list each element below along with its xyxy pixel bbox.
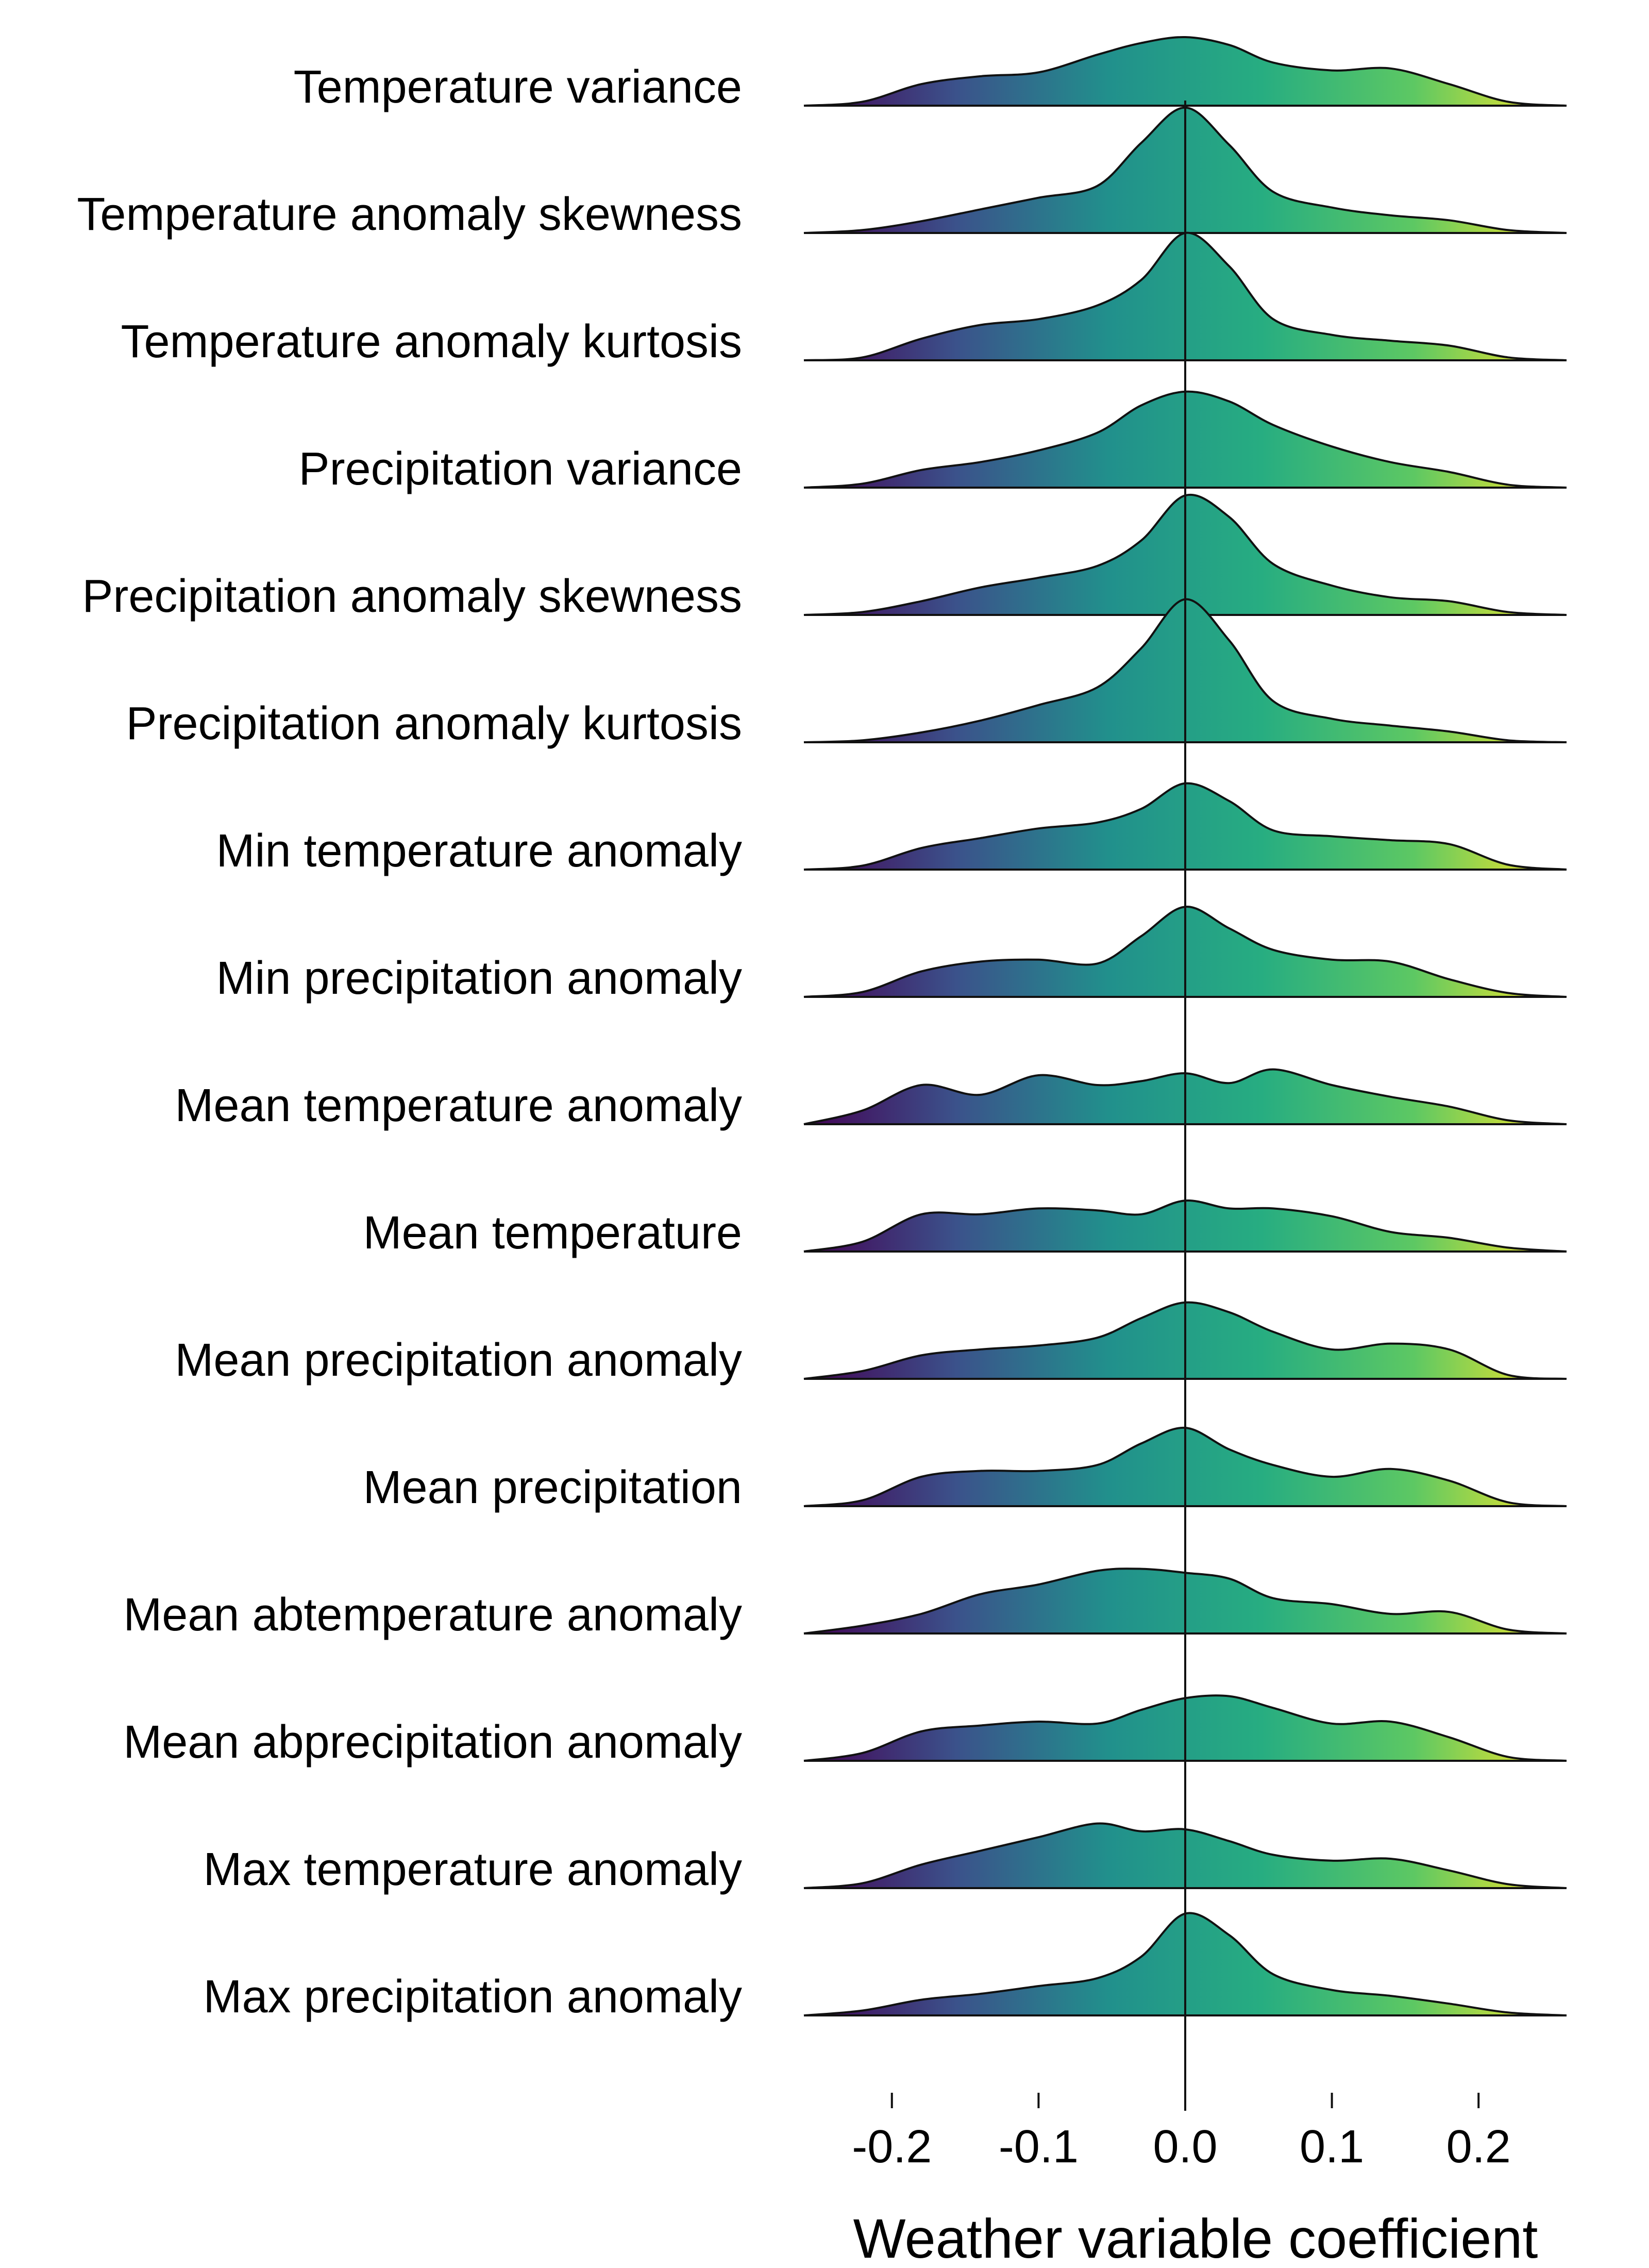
row-label: Mean abprecipitation anomaly [123, 1716, 742, 1768]
ridge-outline [803, 1068, 1567, 1125]
row-label: Precipitation anomaly skewness [82, 571, 742, 622]
x-tick-label: 0.2 [1446, 2121, 1511, 2173]
row-label: Temperature variance [294, 61, 742, 113]
row-label: Min temperature anomaly [216, 825, 742, 877]
row-label: Precipitation variance [299, 443, 742, 495]
row-label: Min precipitation anomaly [216, 953, 743, 1004]
x-tick-label: 0.0 [1153, 2121, 1217, 2173]
row-labels-group: Temperature variance Temperature anomaly … [77, 61, 742, 2023]
x-axis: -0.2 -0.1 0.0 0.1 0.2 [852, 101, 1511, 2173]
x-tick-label: -0.1 [999, 2121, 1079, 2173]
row-label: Mean temperature anomaly [175, 1080, 742, 1131]
row-label: Mean precipitation anomaly [175, 1335, 742, 1386]
x-tick-label: -0.2 [852, 2121, 932, 2173]
x-tick-label: 0.1 [1300, 2121, 1364, 2173]
ridge-area [804, 37, 1567, 106]
ridge-outline [803, 598, 1567, 743]
row-label: Max precipitation anomaly [203, 1971, 742, 2023]
row-label: Mean precipitation [363, 1462, 742, 1513]
ridge-0 [803, 36, 1567, 107]
x-axis-title: Weather variable coefficient [853, 2207, 1538, 2268]
row-label: Precipitation anomaly kurtosis [126, 698, 742, 749]
ridge-outline [803, 36, 1567, 107]
row-label: Mean abtemperature anomaly [123, 1589, 742, 1641]
row-label: Temperature anomaly skewness [77, 189, 742, 240]
row-label: Temperature anomaly kurtosis [121, 316, 742, 368]
row-label: Mean temperature [363, 1207, 742, 1259]
row-label: Max temperature anomaly [204, 1844, 742, 1895]
